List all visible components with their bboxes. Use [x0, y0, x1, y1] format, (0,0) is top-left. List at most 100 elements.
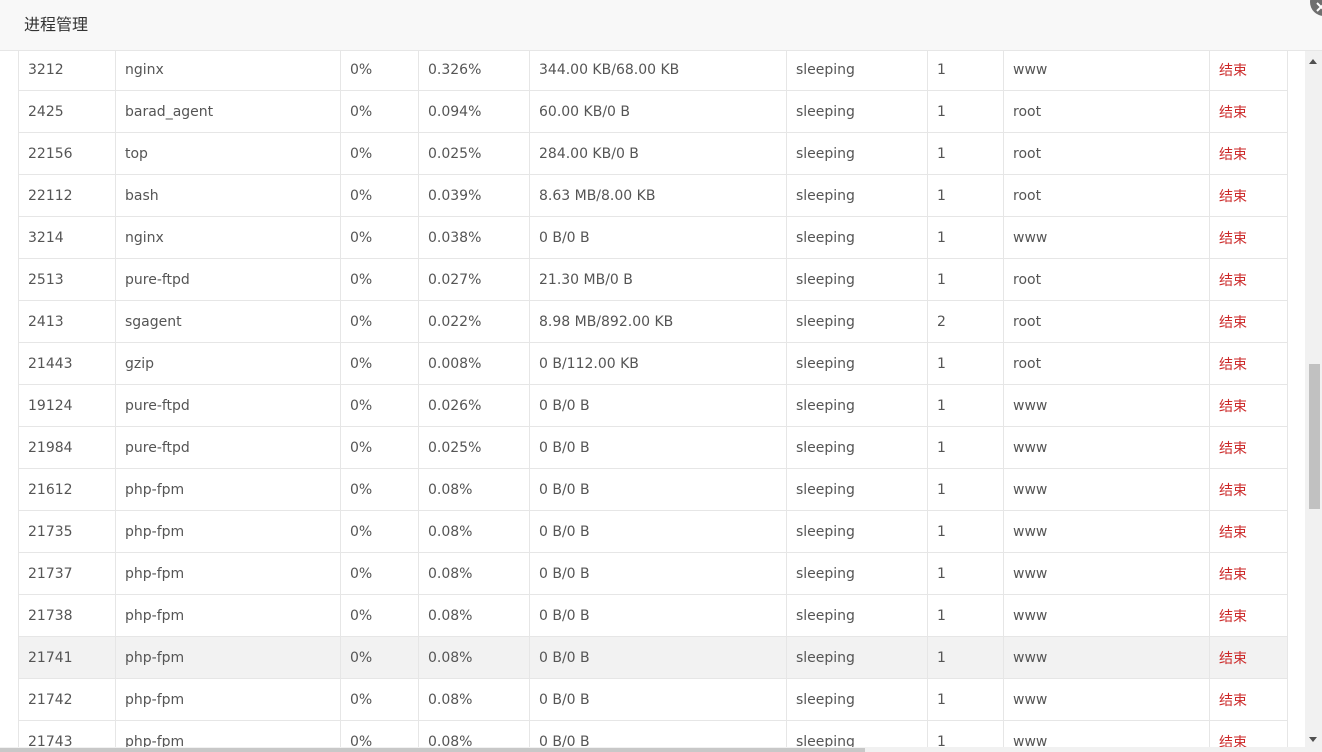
cpu-cell: 0% — [340, 384, 419, 427]
threads-cell: 1 — [927, 510, 1004, 553]
scroll-up-icon[interactable] — [1309, 59, 1317, 64]
io-cell: 60.00 KB/0 B — [529, 90, 787, 133]
kill-process-link[interactable]: 结束 — [1209, 51, 1288, 91]
pid-cell: 22156 — [18, 132, 116, 175]
cpu-cell: 0% — [340, 90, 419, 133]
kill-process-link[interactable]: 结束 — [1209, 468, 1288, 511]
user-cell: www — [1003, 552, 1210, 595]
threads-cell: 1 — [927, 90, 1004, 133]
scroll-down-icon[interactable] — [1309, 737, 1317, 742]
horizontal-scrollbar-thumb[interactable] — [0, 748, 865, 752]
table-row[interactable]: 22112 bash 0% 0.039% 8.63 MB/8.00 KB sleeping… — [18, 174, 1288, 217]
vertical-scrollbar[interactable] — [1305, 51, 1322, 752]
kill-process-link[interactable]: 结束 — [1209, 384, 1288, 427]
table-row[interactable]: 3212 nginx 0% 0.326% 344.00 KB/68.00 KB sleep… — [18, 51, 1288, 91]
kill-process-link[interactable]: 结束 — [1209, 594, 1288, 637]
kill-process-link[interactable]: 结束 — [1209, 342, 1288, 385]
status-cell: sleeping — [786, 636, 928, 679]
kill-process-link[interactable]: 结束 — [1209, 720, 1288, 752]
pid-cell: 21443 — [18, 342, 116, 385]
process-name-cell: top — [115, 132, 341, 175]
threads-cell: 1 — [927, 468, 1004, 511]
threads-cell: 1 — [927, 51, 1004, 91]
kill-process-link[interactable]: 结束 — [1209, 510, 1288, 553]
status-cell: sleeping — [786, 594, 928, 637]
kill-process-link[interactable]: 结束 — [1209, 552, 1288, 595]
io-cell: 8.98 MB/892.00 KB — [529, 300, 787, 343]
user-cell: root — [1003, 90, 1210, 133]
threads-cell: 1 — [927, 132, 1004, 175]
process-name-cell: php-fpm — [115, 552, 341, 595]
status-cell: sleeping — [786, 720, 928, 752]
kill-process-link[interactable]: 结束 — [1209, 174, 1288, 217]
cpu-cell: 0% — [340, 300, 419, 343]
kill-process-link[interactable]: 结束 — [1209, 426, 1288, 469]
io-cell: 0 B/112.00 KB — [529, 342, 787, 385]
cpu-cell: 0% — [340, 468, 419, 511]
kill-process-link[interactable]: 结束 — [1209, 216, 1288, 259]
kill-process-link[interactable]: 结束 — [1209, 636, 1288, 679]
scrollbar-thumb[interactable] — [1309, 364, 1320, 509]
status-cell: sleeping — [786, 51, 928, 91]
pid-cell: 2413 — [18, 300, 116, 343]
kill-process-link[interactable]: 结束 — [1209, 678, 1288, 721]
cpu-cell: 0% — [340, 258, 419, 301]
memory-cell: 0.08% — [418, 636, 530, 679]
memory-cell: 0.094% — [418, 90, 530, 133]
kill-process-link[interactable]: 结束 — [1209, 90, 1288, 133]
pid-cell: 21737 — [18, 552, 116, 595]
kill-process-link[interactable]: 结束 — [1209, 132, 1288, 175]
user-cell: root — [1003, 342, 1210, 385]
process-table-body: 3212 nginx 0% 0.326% 344.00 KB/68.00 KB sleep… — [18, 51, 1288, 752]
process-name-cell: php-fpm — [115, 510, 341, 553]
io-cell: 0 B/0 B — [529, 678, 787, 721]
pid-cell: 21984 — [18, 426, 116, 469]
process-table-container[interactable]: 3212 nginx 0% 0.326% 344.00 KB/68.00 KB sleep… — [0, 51, 1322, 752]
cpu-cell: 0% — [340, 552, 419, 595]
process-name-cell: pure-ftpd — [115, 258, 341, 301]
io-cell: 0 B/0 B — [529, 426, 787, 469]
user-cell: root — [1003, 132, 1210, 175]
user-cell: root — [1003, 174, 1210, 217]
status-cell: sleeping — [786, 342, 928, 385]
process-name-cell: gzip — [115, 342, 341, 385]
pid-cell: 21735 — [18, 510, 116, 553]
status-cell: sleeping — [786, 468, 928, 511]
table-row[interactable]: 21443 gzip 0% 0.008% 0 B/112.00 KB sleeping 1 r… — [18, 342, 1288, 385]
cpu-cell: 0% — [340, 426, 419, 469]
pid-cell: 22112 — [18, 174, 116, 217]
horizontal-scrollbar[interactable] — [0, 747, 1305, 752]
io-cell: 0 B/0 B — [529, 468, 787, 511]
status-cell: sleeping — [786, 174, 928, 217]
user-cell: www — [1003, 51, 1210, 91]
pid-cell: 3212 — [18, 51, 116, 91]
pid-cell: 21742 — [18, 678, 116, 721]
status-cell: sleeping — [786, 678, 928, 721]
status-cell: sleeping — [786, 552, 928, 595]
memory-cell: 0.025% — [418, 132, 530, 175]
kill-process-link[interactable]: 结束 — [1209, 258, 1288, 301]
process-name-cell: php-fpm — [115, 468, 341, 511]
pid-cell: 19124 — [18, 384, 116, 427]
table-row[interactable]: 2413 sgagent 0% 0.022% 8.98 MB/892.00 KB slee… — [18, 300, 1288, 343]
kill-process-link[interactable]: 结束 — [1209, 300, 1288, 343]
process-name-cell: nginx — [115, 51, 341, 91]
threads-cell: 1 — [927, 594, 1004, 637]
threads-cell: 1 — [927, 678, 1004, 721]
memory-cell: 0.08% — [418, 594, 530, 637]
dialog-titlebar: 进程管理 — [0, 0, 1322, 51]
